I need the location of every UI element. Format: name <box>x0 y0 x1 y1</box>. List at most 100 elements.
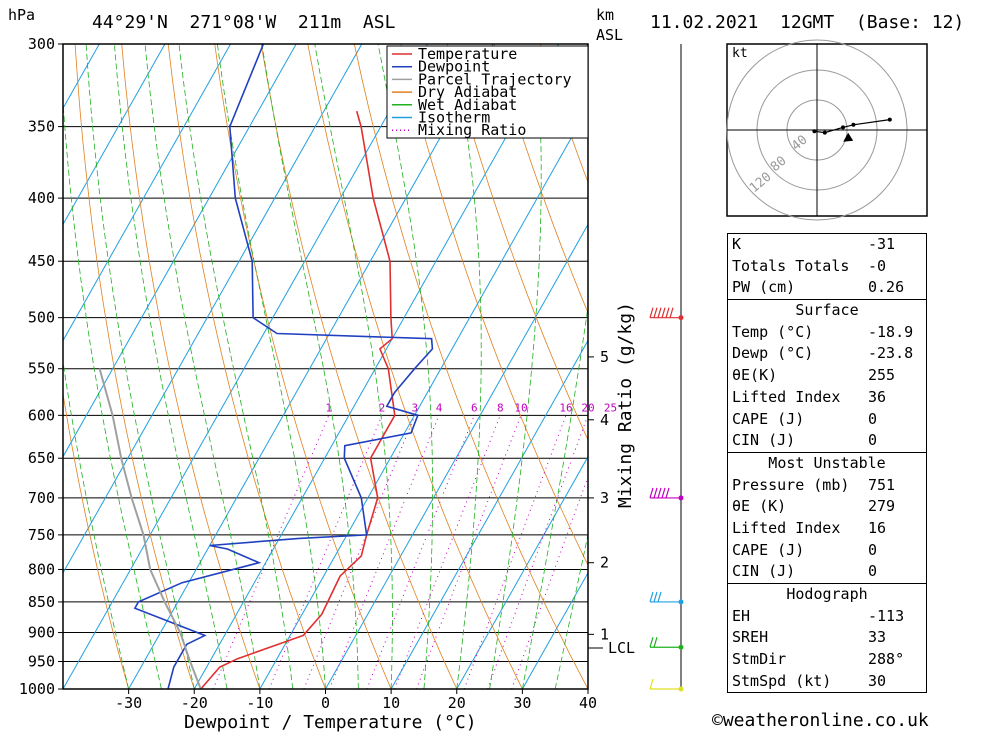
barb-flag <box>657 591 662 603</box>
isotherm-line <box>63 44 428 689</box>
temp-tick-10: 10 <box>382 694 400 712</box>
wet-adiabat <box>522 304 588 689</box>
dry-adiabat <box>307 44 523 689</box>
legend-label-2: Parcel Trajectory <box>418 70 572 88</box>
barb-flag <box>665 307 670 318</box>
height-unit-label-asl: ASL <box>596 26 623 44</box>
pressure-tick-500: 500 <box>28 309 55 327</box>
stats-value: 279 <box>868 497 896 516</box>
stats-value: 751 <box>868 475 896 494</box>
dry-adiabat <box>167 44 326 689</box>
stats-label: CIN (J) <box>732 431 796 450</box>
wet-adiabat <box>63 358 129 689</box>
wind-barb-0 <box>649 307 681 319</box>
stats-row: CIN (J) 0 <box>728 561 926 583</box>
pressure-tick-650: 650 <box>28 449 55 467</box>
barb-flag <box>661 487 666 499</box>
stats-value: 288° <box>868 650 905 669</box>
stats-section-1: Surface Temp (°C) -18.9 Dewp (°C) -23.8 θE(K)… <box>727 299 927 452</box>
barb-flag <box>653 591 658 603</box>
mixing-ratio-line <box>366 415 475 689</box>
barb-flag <box>653 307 658 318</box>
stats-label: CIN (J) <box>732 562 796 581</box>
pressure-tick-300: 300 <box>28 35 55 53</box>
isotherm-line <box>259 107 588 689</box>
stats-value: 16 <box>868 518 887 537</box>
isotherm-line <box>390 339 588 689</box>
stats-label: PW (cm) <box>732 278 796 297</box>
stats-section-title: Surface <box>795 301 859 320</box>
mixing-ratio-label: 25 <box>604 401 617 414</box>
wind-barbs <box>649 307 684 692</box>
km-tick-3: 3 <box>600 489 609 507</box>
stats-label: θE(K) <box>732 366 778 385</box>
km-tick-1: 1 <box>600 625 609 643</box>
stats-section-2: Most Unstable Pressure (mb) 751 θE (K) 279 Li… <box>727 451 927 583</box>
stats-section-title: Most Unstable <box>768 453 886 472</box>
stats-label: Lifted Index <box>732 387 841 406</box>
stats-row: Dewp (°C) -23.8 <box>728 343 926 365</box>
temp-tick-40: 40 <box>579 694 597 712</box>
wind-barb-2 <box>649 591 681 603</box>
stats-row: CAPE (J) 0 <box>728 409 926 431</box>
stats-row: K -31 <box>728 234 926 256</box>
barb-flag <box>657 307 662 318</box>
stats-value: -18.9 <box>868 322 914 341</box>
dry-adiabat <box>446 44 588 441</box>
pressure-tick-600: 600 <box>28 406 55 424</box>
stats-label: SREH <box>732 628 769 647</box>
dry-adiabat <box>959 44 1000 689</box>
mixing-ratio-label: 16 <box>559 401 572 414</box>
mixing-ratio-label: 2 <box>379 401 386 414</box>
wind-barb-3 <box>649 637 681 648</box>
pressure-tick-450: 450 <box>28 252 55 270</box>
x-axis-label: Dewpoint / Temperature (°C) <box>184 712 477 733</box>
legend-label-0: Temperature <box>418 45 517 63</box>
mixing-ratio-label: 6 <box>471 401 478 414</box>
stats-value: -0 <box>868 256 887 275</box>
stats-row: StmSpd (kt) 30 <box>728 671 926 693</box>
hodo-point-3 <box>851 122 856 127</box>
temp-tick--30: -30 <box>115 694 142 712</box>
stats-row: SREH 33 <box>728 627 926 649</box>
stats-row: EH -113 <box>728 606 926 628</box>
wet-adiabat <box>114 44 228 689</box>
axes: 3003504004505005506006507007508008509009… <box>19 35 617 712</box>
legend-label-6: Mixing Ratio <box>418 121 526 139</box>
wet-adiabat <box>63 97 162 689</box>
stats-label: Dewp (°C) <box>732 344 814 363</box>
stats-value: -113 <box>868 606 905 625</box>
pressure-tick-950: 950 <box>28 653 55 671</box>
dewpoint-line <box>133 44 434 689</box>
stats-table: K -31 Totals Totals -0 PW (cm) 0.26 Surface Tem… <box>727 233 927 694</box>
dry-adiabat <box>63 391 129 689</box>
stats-section-0: K -31 Totals Totals -0 PW (cm) 0.26 <box>727 233 927 300</box>
isotherm-line <box>456 455 588 689</box>
barb-flag <box>649 637 654 648</box>
isotherm-line <box>63 44 363 574</box>
stats-value: -31 <box>868 235 896 253</box>
credit-text: ©weatheronline.co.uk <box>712 710 929 731</box>
mixing-ratio-label: 20 <box>581 401 594 414</box>
temp-tick--20: -20 <box>181 694 208 712</box>
wet-adiabat <box>217 44 326 689</box>
stats-row: Lifted Index 36 <box>728 387 926 409</box>
barb-flag <box>649 591 654 603</box>
dry-adiabat <box>214 44 392 689</box>
stats-row: Totals Totals -0 <box>728 256 926 278</box>
pressure-tick-850: 850 <box>28 593 55 611</box>
mixing-ratio-axis-label: Mixing Ratio (g/kg) <box>615 302 636 508</box>
stats-value: 0 <box>868 562 878 581</box>
dry-adiabat <box>400 44 588 566</box>
pressure-unit-label: hPa <box>8 6 35 24</box>
legend-label-3: Dry Adiabat <box>418 83 517 101</box>
datetime-title: 11.02.2021 12GMT (Base: 12) <box>650 12 964 33</box>
stats-row: Lifted Index 16 <box>728 518 926 540</box>
hodo-point-1 <box>822 130 827 135</box>
pressure-tick-900: 900 <box>28 624 55 642</box>
isotherm-line <box>325 223 588 689</box>
wet-adiabat <box>85 44 195 689</box>
temp-tick-20: 20 <box>448 694 466 712</box>
stats-label: Temp (°C) <box>732 322 814 341</box>
